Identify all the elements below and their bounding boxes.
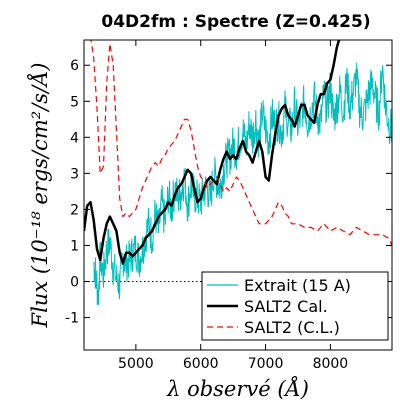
plot-frame bbox=[83, 39, 393, 351]
y-tick-label: 4 bbox=[70, 130, 79, 146]
y-tick-label: 3 bbox=[70, 166, 79, 182]
series-layer bbox=[84, 40, 392, 306]
x-axis-label: λ observé (Å) bbox=[166, 376, 309, 400]
x-tick-label: 6000 bbox=[183, 356, 219, 372]
y-axis: 6 5 4 3 2 1 0 -1 bbox=[65, 58, 392, 327]
chart-title: 04D2fm : Spectre (Z=0.425) bbox=[101, 12, 370, 32]
y-tick-label: -1 bbox=[65, 311, 79, 327]
y-axis-label: Flux (10⁻¹⁸ ergs/cm²/s/Å) bbox=[27, 63, 52, 329]
legend: Extrait (15 A) SALT2 Cal. SALT2 (C.L.) bbox=[201, 271, 389, 341]
y-tick-label: 2 bbox=[70, 202, 79, 218]
x-tick-label: 5000 bbox=[118, 356, 154, 372]
y-tick-label: 6 bbox=[70, 58, 79, 74]
x-axis: 5000 6000 7000 8000 bbox=[118, 40, 348, 372]
legend-entry-extrait-label: Extrait (15 A) bbox=[244, 276, 351, 295]
y-tick-label: 5 bbox=[70, 94, 79, 110]
legend-entry-salt2-cal-label: SALT2 Cal. bbox=[244, 297, 328, 316]
x-tick-label: 7000 bbox=[248, 356, 284, 372]
y-tick-label: 1 bbox=[70, 238, 79, 254]
salt2-cl-series-line bbox=[90, 40, 392, 246]
y-tick-label: 0 bbox=[70, 275, 79, 291]
salt2-cal-series-line bbox=[84, 40, 341, 265]
x-tick-label: 8000 bbox=[313, 356, 349, 372]
extrait-series-line bbox=[93, 62, 392, 306]
legend-entry-salt2-cl-label: SALT2 (C.L.) bbox=[244, 318, 340, 337]
